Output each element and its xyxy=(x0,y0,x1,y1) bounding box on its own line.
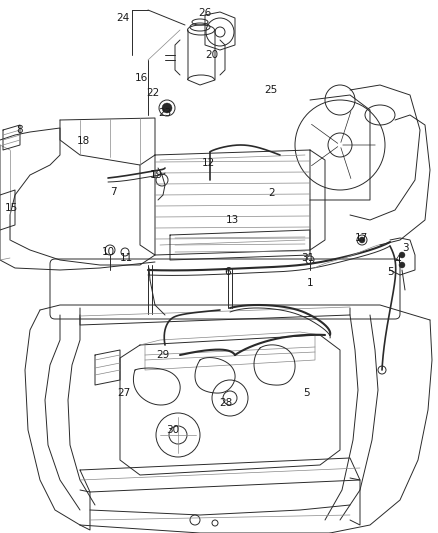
Text: 5: 5 xyxy=(304,388,310,398)
Text: 11: 11 xyxy=(120,253,133,263)
Text: 27: 27 xyxy=(117,388,131,398)
Text: 24: 24 xyxy=(117,13,130,23)
Text: 2: 2 xyxy=(268,188,276,198)
Text: 1: 1 xyxy=(307,278,313,288)
Text: 23: 23 xyxy=(159,108,172,118)
Text: 4: 4 xyxy=(395,255,401,265)
Text: 22: 22 xyxy=(146,88,159,98)
Text: 10: 10 xyxy=(102,247,115,257)
Circle shape xyxy=(399,252,405,258)
Text: 18: 18 xyxy=(76,136,90,146)
Text: 7: 7 xyxy=(110,187,117,197)
Text: 25: 25 xyxy=(265,85,278,95)
Text: 20: 20 xyxy=(205,50,219,60)
Text: 12: 12 xyxy=(201,158,215,168)
Text: 3: 3 xyxy=(402,243,408,253)
Circle shape xyxy=(162,103,172,113)
Text: 19: 19 xyxy=(149,170,162,180)
Text: 26: 26 xyxy=(198,8,212,18)
Text: 28: 28 xyxy=(219,398,233,408)
Text: 5: 5 xyxy=(387,267,393,277)
Text: 8: 8 xyxy=(17,125,23,135)
Circle shape xyxy=(399,262,405,268)
Text: 13: 13 xyxy=(226,215,239,225)
Text: 30: 30 xyxy=(166,425,180,435)
Text: 6: 6 xyxy=(225,267,231,277)
Text: 17: 17 xyxy=(354,233,367,243)
Text: 15: 15 xyxy=(4,203,18,213)
Text: 16: 16 xyxy=(134,73,148,83)
Text: 31: 31 xyxy=(301,253,314,263)
Circle shape xyxy=(359,237,365,243)
Text: 29: 29 xyxy=(156,350,170,360)
